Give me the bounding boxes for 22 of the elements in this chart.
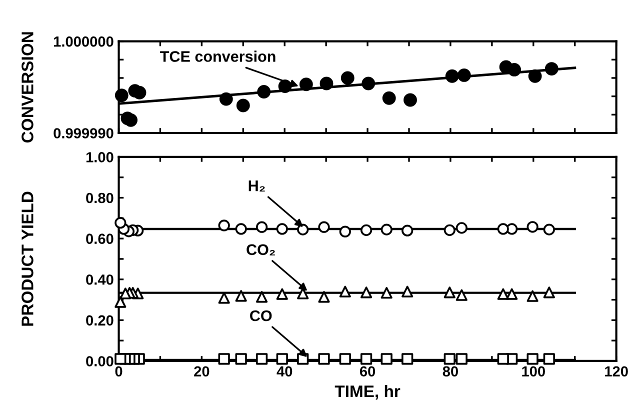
y-axis-title: CONVERSION xyxy=(22,32,34,142)
y-tick-label: 0.60 xyxy=(86,234,114,244)
x-axis-title: TIME, hr xyxy=(334,384,400,400)
x-tick-label: 0 xyxy=(115,366,122,377)
y-axis-title: PRODUCT YIELD xyxy=(22,192,34,326)
y-tick-label: 0.20 xyxy=(86,315,114,326)
annotation: CO xyxy=(250,310,272,322)
annotation: CO₂ xyxy=(246,244,275,256)
y-tick-label: 0.00 xyxy=(86,356,114,366)
x-tick-label: 100 xyxy=(522,366,545,377)
y-tick-label: 0.80 xyxy=(86,192,114,204)
x-tick-label: 80 xyxy=(442,366,458,377)
y-tick-label: 1.00 xyxy=(86,152,114,162)
annotation: H₂ xyxy=(248,180,265,192)
x-tick-label: 60 xyxy=(360,366,376,377)
y-tick-label: 0.999990 xyxy=(54,128,114,138)
x-tick-label: 20 xyxy=(194,366,210,377)
y-tick-label: 0.40 xyxy=(86,274,114,285)
x-tick-label: 40 xyxy=(276,366,292,377)
y-tick-label: 1.000000 xyxy=(54,36,114,47)
x-tick-label: 120 xyxy=(605,366,628,377)
annotation: TCE conversion xyxy=(160,50,276,62)
